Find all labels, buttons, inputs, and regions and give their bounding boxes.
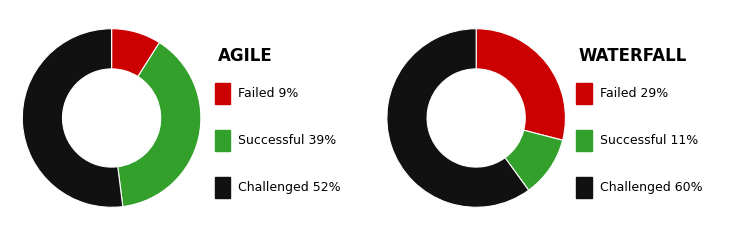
Wedge shape [118, 43, 201, 206]
Text: WATERFALL: WATERFALL [578, 47, 687, 65]
Text: Failed 29%: Failed 29% [600, 87, 669, 100]
Text: Challenged 52%: Challenged 52% [238, 181, 341, 194]
Text: Successful 39%: Successful 39% [238, 134, 336, 147]
Bar [577, 177, 591, 198]
Text: Failed 9%: Failed 9% [238, 87, 298, 100]
Text: AGILE: AGILE [218, 47, 273, 65]
Wedge shape [22, 29, 123, 207]
Bar [215, 177, 230, 198]
Bar [215, 130, 230, 151]
Bar [215, 83, 230, 104]
Text: Successful 11%: Successful 11% [600, 134, 699, 147]
Wedge shape [505, 130, 562, 190]
Bar [577, 130, 591, 151]
Wedge shape [476, 29, 565, 140]
Bar [577, 83, 591, 104]
Wedge shape [112, 29, 159, 76]
Text: Challenged 60%: Challenged 60% [600, 181, 703, 194]
Wedge shape [387, 29, 529, 207]
